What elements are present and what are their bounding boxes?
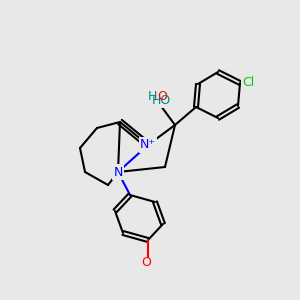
Text: O: O: [141, 256, 151, 268]
Text: N⁺: N⁺: [140, 139, 156, 152]
Text: O: O: [157, 89, 167, 103]
Text: H: H: [147, 89, 157, 103]
Text: HO: HO: [152, 94, 171, 106]
Text: Cl: Cl: [242, 76, 254, 89]
Text: N: N: [113, 166, 123, 178]
